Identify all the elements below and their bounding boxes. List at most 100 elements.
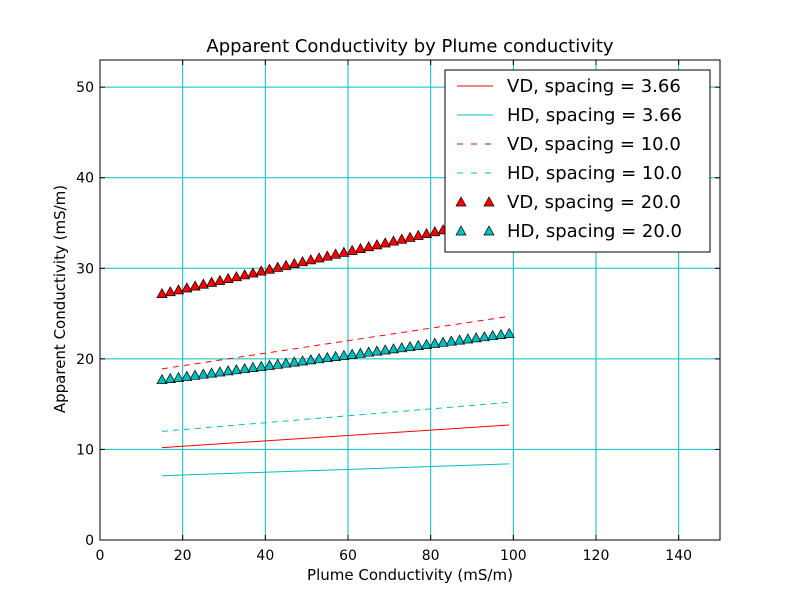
data-point xyxy=(164,372,176,383)
legend-label: HD, spacing = 3.66 xyxy=(507,105,682,126)
data-point xyxy=(222,272,234,284)
data-point xyxy=(263,359,276,370)
y-tick-label: 20 xyxy=(76,352,94,368)
legend-item: HD, spacing = 10.0 xyxy=(457,163,682,184)
data-point xyxy=(288,356,300,367)
series-1 xyxy=(161,424,510,449)
legend-label: VD, spacing = 20.0 xyxy=(507,192,681,213)
series-6 xyxy=(156,327,515,385)
data-point xyxy=(404,340,416,352)
data-point xyxy=(206,276,218,287)
data-point xyxy=(230,364,242,375)
data-point xyxy=(247,267,259,278)
data-point xyxy=(396,342,408,353)
data-point xyxy=(272,261,284,272)
data-point xyxy=(197,368,209,379)
data-point xyxy=(214,366,226,377)
legend-label: VD, spacing = 3.66 xyxy=(507,76,681,97)
data-point xyxy=(371,239,383,250)
data-point xyxy=(321,250,333,261)
data-point xyxy=(470,332,482,343)
series-3 xyxy=(161,315,510,370)
legend-box xyxy=(444,69,711,253)
legend-label: HD, spacing = 10.0 xyxy=(507,163,682,184)
x-tick-label: 120 xyxy=(583,548,610,564)
data-point xyxy=(503,327,515,338)
data-point xyxy=(197,278,209,289)
data-point xyxy=(462,333,474,344)
series-4 xyxy=(161,401,510,432)
data-point xyxy=(305,354,317,365)
data-point xyxy=(206,367,218,378)
series-line xyxy=(161,315,510,370)
ticks: 0 20 40 60 80 100 120 140 0 10 20 30 40 50 xyxy=(76,60,720,564)
data-point xyxy=(239,362,251,374)
y-axis-label: Apparent Conductivity (mS/m) xyxy=(51,185,69,413)
x-tick-label: 140 xyxy=(665,548,692,564)
data-point xyxy=(288,257,300,268)
data-point xyxy=(189,280,201,291)
legend-label: HD, spacing = 20.0 xyxy=(507,221,682,242)
legend-marker xyxy=(483,225,495,236)
data-point xyxy=(495,328,507,339)
data-point xyxy=(454,334,466,345)
data-point xyxy=(420,338,433,349)
x-tick-label: 40 xyxy=(256,548,274,564)
legend-item: VD, spacing = 3.66 xyxy=(457,76,681,97)
x-axis-label: Plume Conductivity (mS/m) xyxy=(307,566,513,584)
data-point xyxy=(371,345,383,356)
legend-marker xyxy=(455,196,467,207)
data-point xyxy=(156,373,168,385)
data-point xyxy=(296,355,309,366)
series-line xyxy=(161,463,510,477)
data-point xyxy=(412,229,424,240)
data-point xyxy=(429,337,441,348)
data-point xyxy=(156,287,168,299)
data-point xyxy=(189,369,201,380)
data-point xyxy=(247,361,259,372)
data-point xyxy=(338,246,350,257)
x-tick-label: 100 xyxy=(500,548,527,564)
x-tick-label: 20 xyxy=(174,548,192,564)
data-point xyxy=(487,329,499,341)
data-point xyxy=(280,259,292,270)
data-point xyxy=(420,227,433,238)
y-tick-label: 50 xyxy=(76,80,94,96)
data-point xyxy=(445,335,457,346)
data-point xyxy=(305,254,317,265)
data-point xyxy=(222,365,234,376)
x-tick-label: 0 xyxy=(96,548,105,564)
data-point xyxy=(363,346,375,357)
data-point xyxy=(321,351,333,363)
legend-item: VD, spacing = 10.0 xyxy=(457,134,681,155)
series-line xyxy=(161,401,510,432)
data-point xyxy=(214,274,226,285)
data-point xyxy=(181,370,193,381)
data-point xyxy=(313,252,325,263)
series-line xyxy=(161,424,510,449)
series-group xyxy=(156,209,515,477)
legend-marker xyxy=(455,225,467,236)
y-tick-label: 30 xyxy=(76,261,94,277)
data-point xyxy=(354,347,366,358)
data-point xyxy=(379,344,391,355)
data-point xyxy=(387,235,400,246)
legend: VD, spacing = 3.66 HD, spacing = 3.66 VD, … xyxy=(444,69,711,253)
data-point xyxy=(412,339,424,350)
legend-label: VD, spacing = 10.0 xyxy=(507,134,681,155)
data-point xyxy=(387,343,400,354)
data-point xyxy=(172,371,185,382)
data-point xyxy=(404,231,416,242)
data-point xyxy=(263,263,276,274)
data-point xyxy=(164,286,176,297)
y-tick-label: 40 xyxy=(76,171,94,187)
y-tick-label: 0 xyxy=(85,533,94,549)
data-point xyxy=(346,244,358,255)
data-point xyxy=(354,242,366,253)
data-point xyxy=(239,269,251,280)
data-point xyxy=(330,248,342,259)
data-point xyxy=(313,353,325,364)
y-tick-label: 10 xyxy=(76,442,94,458)
x-tick-label: 80 xyxy=(422,548,440,564)
data-point xyxy=(346,348,358,359)
